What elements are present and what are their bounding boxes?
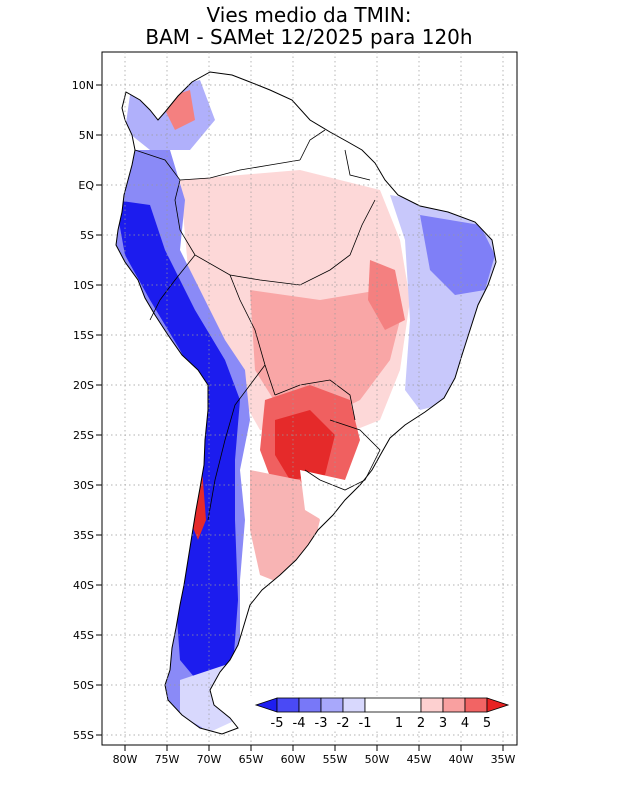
colorbar: -5 -4 -3 -2 -1 1 2 3 4 5 (250, 696, 510, 731)
bias-andes-strong-cold (116, 200, 240, 690)
colorbar-swatch (442, 697, 466, 713)
colorbar-swatch (420, 697, 444, 713)
lon-labels: 80W 75W 70W 65W 60W 55W 50W 45W 40W 35W (113, 753, 516, 766)
lat-label: 35S (73, 529, 94, 542)
lat-label: 20S (73, 379, 94, 392)
colorbar-swatch (342, 697, 366, 713)
colorbar-label: -3 (315, 716, 328, 731)
lat-label: 15S (73, 329, 94, 342)
colorbar-label: 3 (439, 716, 447, 731)
lon-label: 80W (113, 753, 138, 766)
lat-label: 10S (73, 279, 94, 292)
colorbar-label: -1 (359, 716, 372, 731)
colorbar-swatch (486, 697, 510, 713)
lon-label: 70W (197, 753, 222, 766)
colorbar-swatch (364, 697, 422, 713)
map-title-line1: Vies medio da TMIN: (206, 3, 412, 27)
colorbar-label: -5 (271, 716, 284, 731)
lat-label: 10N (72, 79, 94, 92)
colorbar-swatch (320, 697, 344, 713)
colorbar-label: 1 (395, 716, 403, 731)
map-title-line2: BAM - SAMet 12/2025 para 120h (145, 25, 473, 49)
lat-labels: 10N 5N EQ 5S 10S 15S 20S 25S 30S 35S 40S… (72, 79, 95, 742)
lon-label: 50W (365, 753, 390, 766)
colorbar-label: -4 (293, 716, 306, 731)
lon-label: 35W (491, 753, 516, 766)
country-borders (134, 129, 381, 521)
lon-label: 45W (407, 753, 432, 766)
colorbar-label: 2 (417, 716, 425, 731)
lon-label: 60W (281, 753, 306, 766)
colorbar-label: 4 (461, 716, 469, 731)
lat-label: 55S (73, 729, 94, 742)
lat-label: 40S (73, 579, 94, 592)
lat-label: 30S (73, 479, 94, 492)
lat-label: 25S (73, 429, 94, 442)
colorbar-swatch (298, 697, 322, 713)
lon-ticks (124, 745, 504, 751)
graticule (102, 52, 517, 745)
lat-ticks (96, 84, 102, 736)
lon-label: 75W (155, 753, 180, 766)
lat-label: 45S (73, 629, 94, 642)
lon-label: 40W (449, 753, 474, 766)
lat-label: EQ (78, 179, 94, 192)
lat-label: 5S (80, 229, 94, 242)
lon-label: 55W (323, 753, 348, 766)
bias-central-warm (250, 290, 400, 420)
colorbar-label: 5 (483, 716, 491, 731)
bias-chaco-hot (275, 410, 335, 480)
lat-label: 50S (73, 679, 94, 692)
colorbar-label: -2 (337, 716, 350, 731)
lat-label: 5N (79, 129, 94, 142)
colorbar-swatch (464, 697, 488, 713)
lon-label: 65W (239, 753, 264, 766)
colorbar-swatch (276, 697, 300, 713)
